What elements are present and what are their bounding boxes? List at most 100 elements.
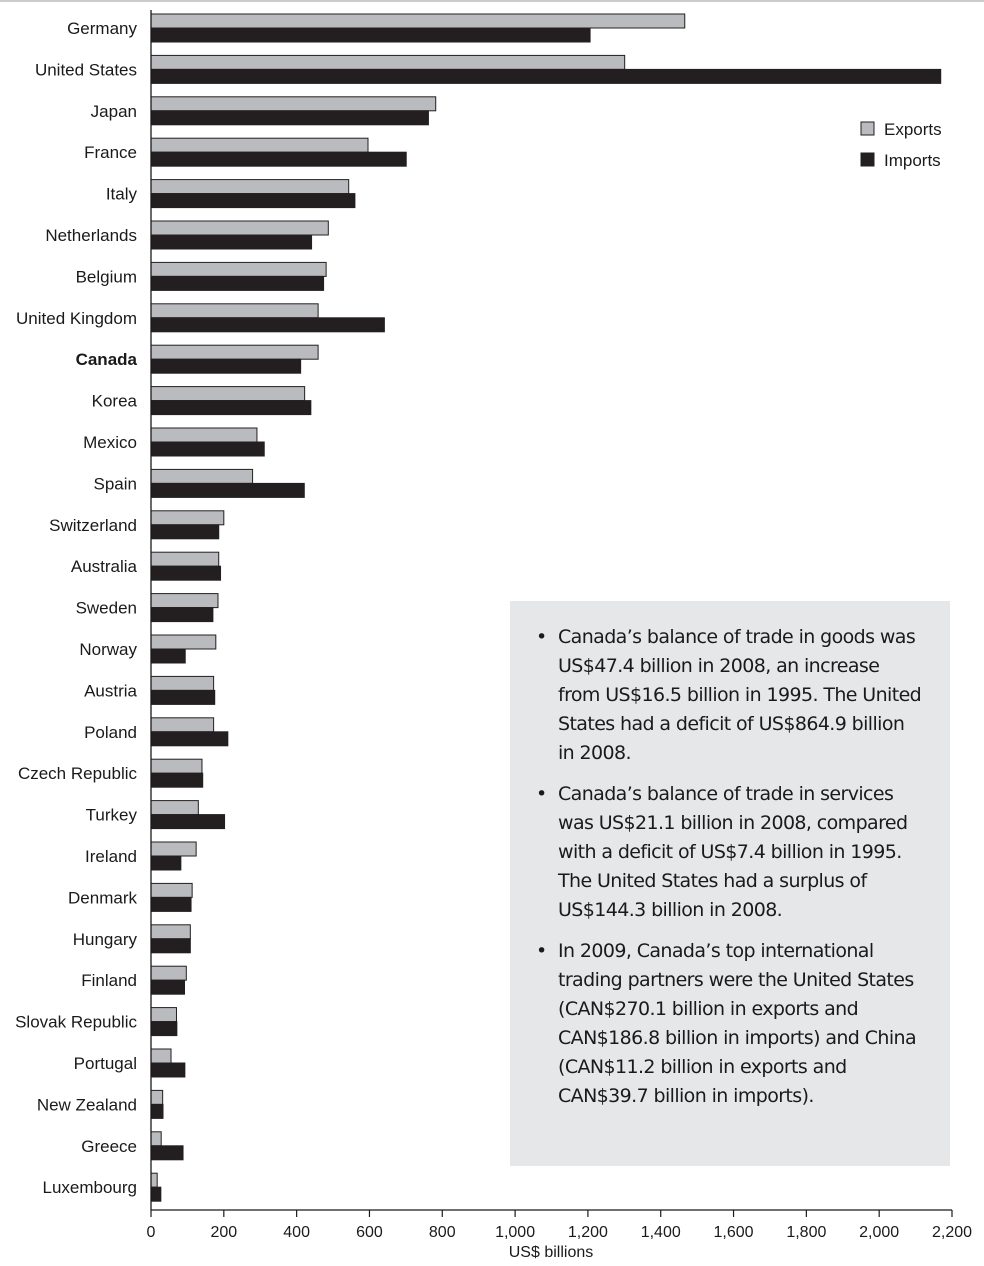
bar-imports-portugal [150,1062,186,1078]
note-text: In 2009, Canada’s top international trad… [558,940,917,1107]
category-label-czech-republic: Czech Republic [18,764,138,783]
category-label-canada: Canada [76,350,138,369]
bar-imports-spain [150,482,305,498]
category-label-denmark: Denmark [68,888,137,907]
category-label-france: France [84,143,137,162]
category-label-germany: Germany [67,19,137,38]
x-tick-label: 0 [147,1224,156,1241]
note-item: • Canada’s balance of trade in goods was … [536,626,922,764]
bar-imports-france [150,151,407,167]
legend-label-exports: Exports [884,120,942,139]
legend-swatch-exports [860,121,875,136]
x-tick-label: 2,200 [932,1224,972,1241]
bar-exports-canada [150,344,319,360]
bar-imports-denmark [150,896,192,912]
bar-imports-italy [150,193,356,209]
bar-exports-mexico [150,427,258,443]
bar-exports-austria [150,675,215,691]
x-tick-label: 400 [283,1224,310,1241]
note-text: Canada’s balance of trade in services wa… [558,783,908,921]
bar-exports-japan [150,96,437,112]
bar-exports-finland [150,965,187,981]
bar-imports-switzerland [150,524,220,540]
category-labels: Germany United States Japan France Italy Neth… [15,19,137,1197]
bar-imports-united-kingdom [150,317,385,333]
bar-imports-korea [150,400,312,416]
bar-exports-france [150,137,369,153]
category-label-japan: Japan [91,102,137,121]
x-axis-ticks: 0 200 400 600 800 1,000 1,200 1,400 1,600 1,800 2,… [147,1210,972,1241]
bar-exports-united-kingdom [150,303,319,319]
bar-imports-finland [150,979,185,995]
category-label-spain: Spain [94,474,137,493]
category-label-italy: Italy [106,185,138,204]
bar-exports-norway [150,634,217,650]
x-tick-label: 800 [429,1224,456,1241]
bar-exports-greece [150,1131,162,1147]
bar-imports-austria [150,689,216,705]
x-tick-label: 1,000 [495,1224,535,1241]
category-label-greece: Greece [81,1137,137,1156]
bar-exports-slovak-republic [150,1007,177,1023]
bar-exports-luxembourg [150,1172,158,1188]
bar-imports-norway [150,648,186,664]
bar-exports-denmark [150,882,193,898]
legend-swatch-imports [860,152,875,167]
bar-exports-hungary [150,924,191,940]
notes-box: • Canada’s balance of trade in goods was … [510,601,950,1166]
bar-imports-germany [150,27,591,43]
category-label-sweden: Sweden [76,599,137,618]
category-label-united-states: United States [35,60,137,79]
x-tick-label: 1,400 [641,1224,681,1241]
bar-exports-australia [150,551,220,567]
notes-list: • Canada’s balance of trade in goods was … [532,623,922,1111]
category-label-portugal: Portugal [74,1054,137,1073]
bar-exports-spain [150,468,254,484]
bar-exports-netherlands [150,220,329,236]
note-text: Canada’s balance of trade in goods was U… [558,626,922,764]
category-label-luxembourg: Luxembourg [42,1178,137,1197]
bar-exports-poland [150,717,215,733]
category-label-finland: Finland [81,971,137,990]
bar-imports-canada [150,358,302,374]
bar-exports-ireland [150,841,197,857]
category-label-poland: Poland [84,723,137,742]
bar-exports-korea [150,386,306,402]
bar-exports-turkey [150,800,199,816]
category-label-austria: Austria [84,681,137,700]
category-label-switzerland: Switzerland [49,516,137,535]
category-label-australia: Australia [71,557,138,576]
legend-label-imports: Imports [884,151,941,170]
bar-exports-united-states [150,54,626,70]
bar-imports-hungary [150,938,191,954]
bar-imports-mexico [150,441,265,457]
category-label-norway: Norway [79,640,137,659]
x-tick-label: 1,600 [714,1224,754,1241]
category-label-belgium: Belgium [76,267,137,286]
note-item: • In 2009, Canada’s top international tra… [536,940,917,1107]
x-tick-label: 2,000 [859,1224,899,1241]
bar-imports-australia [150,565,222,581]
x-tick-label: 1,800 [786,1224,826,1241]
x-tick-label: 1,200 [568,1224,608,1241]
category-label-united-kingdom: United Kingdom [16,309,137,328]
bar-exports-new-zealand [150,1089,164,1105]
bar-imports-new-zealand [150,1103,164,1119]
bar-exports-portugal [150,1048,172,1064]
bar-imports-poland [150,731,229,747]
bar-imports-luxembourg [150,1186,162,1202]
x-tick-label: 600 [356,1224,383,1241]
bar-imports-turkey [150,814,226,830]
bar-imports-japan [150,110,429,126]
bar-imports-czech-republic [150,772,204,788]
bar-exports-czech-republic [150,758,203,774]
note-item: • Canada’s balance of trade in services w… [536,783,908,921]
category-label-new-zealand: New Zealand [37,1095,137,1114]
bar-imports-united-states [150,68,942,84]
legend: Exports Imports [860,120,942,170]
category-label-hungary: Hungary [73,930,138,949]
category-label-korea: Korea [92,392,138,411]
bar-imports-sweden [150,607,214,623]
bar-imports-netherlands [150,234,313,250]
